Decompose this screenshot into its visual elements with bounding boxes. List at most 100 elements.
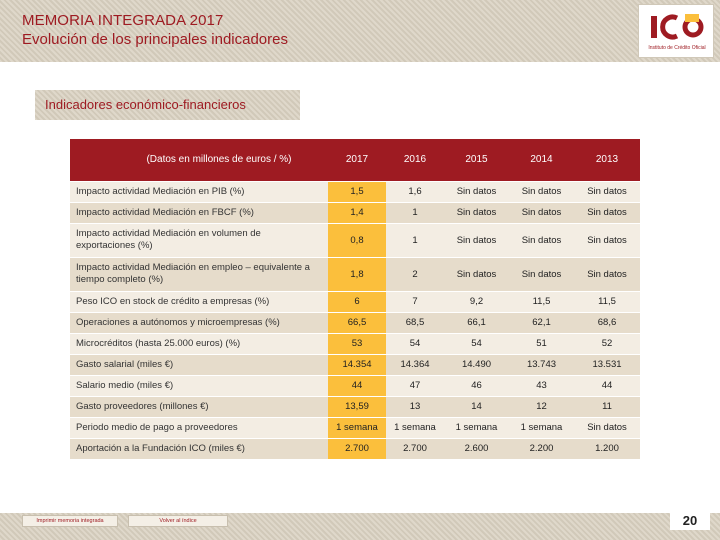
table-cell: 1,6	[386, 181, 444, 203]
column-header: 2016	[386, 139, 444, 182]
table-cell: 13.531	[574, 354, 640, 376]
table-cell: 0,8	[328, 223, 386, 258]
row-label: Microcréditos (hasta 25.000 euros) (%)	[70, 333, 328, 355]
table-cell: 1,5	[328, 181, 386, 203]
table-cell: 7	[386, 291, 444, 313]
column-header: 2017	[328, 139, 386, 182]
table-cell: 1 semana	[328, 417, 386, 439]
table-cell: 46	[444, 375, 509, 397]
table-cell: 6	[328, 291, 386, 313]
table-cell: 13	[386, 396, 444, 418]
row-label: Operaciones a autónomos y microempresas …	[70, 312, 328, 334]
section-title: Indicadores económico-financieros	[45, 97, 246, 112]
row-label: Gasto proveedores (millones €)	[70, 396, 328, 418]
table-cell: 14	[444, 396, 509, 418]
table-cell: Sin datos	[444, 257, 509, 292]
table-row: Impacto actividad Mediación en PIB (%) 1,…	[70, 181, 640, 203]
table-cell: 11,5	[509, 291, 574, 313]
column-header: 2014	[509, 139, 574, 182]
table-cell: 2.200	[509, 438, 574, 460]
table-cell: 1,8	[328, 257, 386, 292]
table-cell: 1.200	[574, 438, 640, 460]
table-cell: 52	[574, 333, 640, 355]
table-cell: 2.600	[444, 438, 509, 460]
table-cell: 11	[574, 396, 640, 418]
table-cell: 54	[386, 333, 444, 355]
table-row: Impacto actividad Mediación en volumen d…	[70, 223, 640, 258]
footer-band	[0, 513, 720, 540]
row-label: Aportación a la Fundación ICO (miles €)	[70, 438, 328, 460]
back-to-index-button[interactable]: Volver al índice	[128, 515, 228, 527]
table-cell: 44	[574, 375, 640, 397]
ico-logo: Instituto de Crédito Oficial	[638, 4, 714, 58]
page-title: MEMORIA INTEGRADA 2017	[22, 12, 224, 29]
row-label: Impacto actividad Mediación en PIB (%)	[70, 181, 328, 203]
row-label: Impacto actividad Mediación en volumen d…	[70, 223, 328, 258]
print-report-button[interactable]: Imprimir memoria integrada	[22, 515, 118, 527]
table-row: Peso ICO en stock de crédito a empresas …	[70, 291, 640, 313]
table-cell: 14.354	[328, 354, 386, 376]
table-cell: 66,1	[444, 312, 509, 334]
table-cell: Sin datos	[444, 202, 509, 224]
table-cell: 13,59	[328, 396, 386, 418]
table-cell: 1 semana	[386, 417, 444, 439]
table-cell: 1	[386, 223, 444, 258]
table-cell: 1 semana	[509, 417, 574, 439]
table-cell: Sin datos	[444, 223, 509, 258]
table-cell: 11,5	[574, 291, 640, 313]
table-cell: 66,5	[328, 312, 386, 334]
table-cell: 2	[386, 257, 444, 292]
row-label: Impacto actividad Mediación en empleo – …	[70, 257, 328, 292]
table-row: Gasto proveedores (millones €) 13,59 13 14 1…	[70, 396, 640, 418]
table-cell: Sin datos	[509, 257, 574, 292]
table-cell: 9,2	[444, 291, 509, 313]
table-cell: 13.743	[509, 354, 574, 376]
logo-caption: Instituto de Crédito Oficial	[648, 45, 706, 51]
table-cell: 2.700	[386, 438, 444, 460]
indicators-table: (Datos en millones de euros / %) 2017 20…	[70, 139, 640, 460]
table-cell: 51	[509, 333, 574, 355]
row-label: Peso ICO en stock de crédito a empresas …	[70, 291, 328, 313]
page-number: 20	[670, 512, 710, 530]
table-cell: 12	[509, 396, 574, 418]
column-header: 2015	[444, 139, 509, 182]
table-cell: 43	[509, 375, 574, 397]
table-cell: 2.700	[328, 438, 386, 460]
table-cell: 68,5	[386, 312, 444, 334]
table-row: Salario medio (miles €) 44 47 46 43 44	[70, 375, 640, 397]
table-cell: 47	[386, 375, 444, 397]
row-label: Periodo medio de pago a proveedores	[70, 417, 328, 439]
table-cell: Sin datos	[509, 202, 574, 224]
table-row: Periodo medio de pago a proveedores 1 sem…	[70, 417, 640, 439]
table-cell: 68,6	[574, 312, 640, 334]
table-cell: 1,4	[328, 202, 386, 224]
table-cell: 54	[444, 333, 509, 355]
table-row: Gasto salarial (miles €) 14.354 14.364 14.4…	[70, 354, 640, 376]
table-corner-label: (Datos en millones de euros / %)	[70, 139, 328, 182]
table-cell: Sin datos	[574, 181, 640, 203]
table-cell: Sin datos	[574, 257, 640, 292]
table-row: Microcréditos (hasta 25.000 euros) (%) 53…	[70, 333, 640, 355]
table-row: Aportación a la Fundación ICO (miles €) 2…	[70, 438, 640, 460]
table-cell: 1	[386, 202, 444, 224]
table-cell: Sin datos	[509, 223, 574, 258]
section-header: Indicadores económico-financieros	[35, 90, 300, 120]
table-cell: 62,1	[509, 312, 574, 334]
table-cell: Sin datos	[574, 417, 640, 439]
row-label: Gasto salarial (miles €)	[70, 354, 328, 376]
table-cell: Sin datos	[444, 181, 509, 203]
row-label: Impacto actividad Mediación en FBCF (%)	[70, 202, 328, 224]
column-header: 2013	[574, 139, 640, 182]
table-row: Impacto actividad Mediación en FBCF (%) 1…	[70, 202, 640, 224]
header-band	[0, 0, 720, 62]
table-cell: 14.490	[444, 354, 509, 376]
table-cell: 44	[328, 375, 386, 397]
table-cell: Sin datos	[509, 181, 574, 203]
table-cell: 1 semana	[444, 417, 509, 439]
table-cell: 14.364	[386, 354, 444, 376]
table-header-row: (Datos en millones de euros / %) 2017 20…	[70, 139, 640, 182]
row-label: Salario medio (miles €)	[70, 375, 328, 397]
page-subtitle: Evolución de los principales indicadores	[22, 31, 288, 48]
table-cell: 53	[328, 333, 386, 355]
table-cell: Sin datos	[574, 223, 640, 258]
